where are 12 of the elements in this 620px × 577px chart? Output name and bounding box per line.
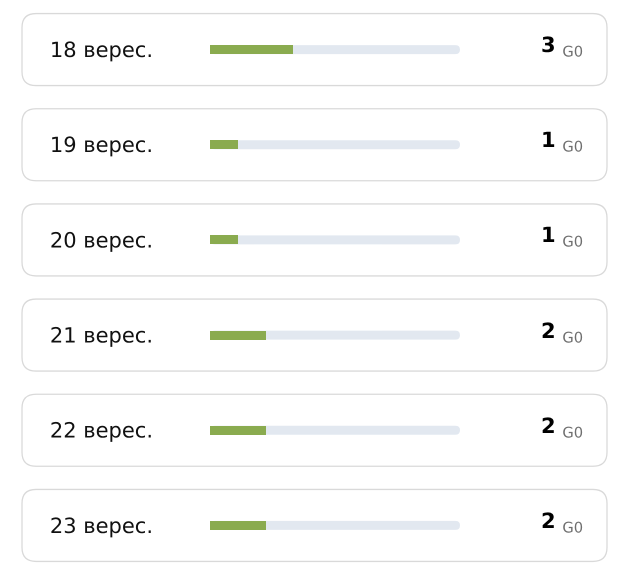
y-tick-label: 20 верес. [50,228,153,252]
y-tick-label: 19 верес. [50,133,153,158]
data-label: 2 $_{G0}$ [541,414,584,442]
y-tick-label: 22 верес. [50,418,153,443]
y-tick-label: 23 верес. [50,514,153,538]
y-tick-label: 21 верес. [50,323,153,348]
data-label: 1 $_{G0}$ [541,223,584,250]
data-label: 3 $_{G0}$ [541,33,584,60]
data-label: 2 $_{G0}$ [541,509,584,536]
data-label: 2 $_{G0}$ [541,319,584,346]
y-tick-label: 18 верес. [50,38,153,62]
data-label: 1 $_{G0}$ [541,128,584,156]
